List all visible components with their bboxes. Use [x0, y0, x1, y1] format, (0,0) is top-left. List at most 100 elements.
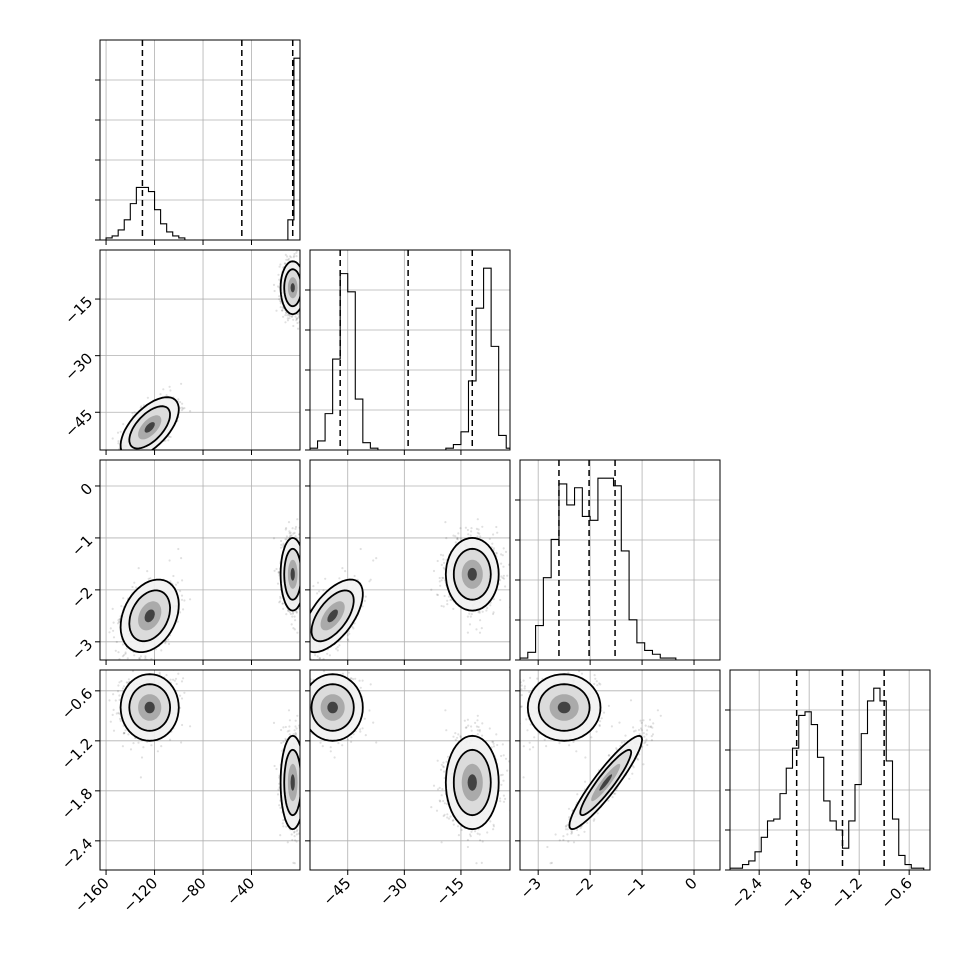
scatter-point	[306, 632, 308, 634]
scatter-point	[109, 627, 112, 630]
scatter-point	[307, 625, 309, 627]
scatter-point	[119, 719, 122, 723]
scatter-point	[322, 657, 325, 660]
scatter-point	[306, 595, 308, 597]
scatter-point	[306, 297, 308, 299]
scatter-point	[272, 537, 276, 540]
scatter-point	[113, 460, 115, 462]
scatter-point	[148, 451, 150, 453]
scatter-point	[292, 324, 295, 328]
scatter-point	[303, 648, 305, 650]
scatter-point	[301, 591, 303, 593]
scatter-point	[118, 717, 122, 721]
scatter-point	[297, 313, 300, 316]
y-tick-label: −15	[61, 293, 96, 328]
scatter-point	[291, 612, 294, 615]
scatter-point	[302, 295, 304, 297]
scatter-point	[149, 577, 152, 580]
scatter-point	[120, 680, 123, 683]
scatter-point	[117, 619, 120, 622]
scatter-point	[182, 608, 185, 611]
scatter-point	[301, 620, 303, 622]
scatter-point	[351, 625, 354, 629]
scatter-point	[303, 588, 305, 590]
scatter-point	[306, 622, 308, 624]
scatter-point	[301, 270, 303, 272]
scatter-point	[306, 617, 308, 619]
histogram-panel-2	[310, 250, 510, 450]
panel-grid	[100, 250, 300, 450]
scatter-point	[301, 289, 303, 291]
scatter-point	[301, 279, 303, 281]
scatter-point	[495, 552, 498, 555]
scatter-point	[110, 452, 112, 454]
scatter-point	[182, 677, 185, 680]
scatter-point	[496, 531, 499, 534]
scatter-point	[137, 462, 139, 464]
scatter-point	[304, 292, 306, 294]
scatter-point	[289, 534, 292, 537]
scatter-point	[301, 574, 303, 576]
scatter-point	[284, 262, 287, 265]
scatter-point	[122, 462, 124, 464]
scatter-point	[432, 569, 436, 573]
scatter-point	[123, 731, 126, 735]
scatter-point	[300, 593, 302, 595]
scatter-point	[456, 538, 459, 541]
scatter-point	[282, 544, 285, 547]
scatter-point	[300, 556, 302, 558]
scatter-point	[346, 638, 349, 641]
scatter-point	[344, 570, 347, 573]
y-tick-label: −1	[68, 532, 96, 560]
scatter-point	[114, 699, 117, 702]
scatter-point	[301, 289, 303, 291]
scatter-point	[446, 599, 449, 602]
scatter-point	[372, 559, 375, 562]
scatter-point	[279, 597, 282, 600]
scatter-point	[301, 561, 303, 563]
scatter-point	[116, 690, 120, 693]
scatter-point	[464, 526, 467, 529]
scatter-point	[442, 566, 445, 570]
density-contour	[290, 567, 295, 581]
scatter-point	[363, 599, 366, 603]
scatter-point	[475, 527, 478, 531]
scatter-point	[304, 620, 306, 622]
scatter-point	[284, 314, 287, 317]
scatter-point	[168, 649, 170, 651]
scatter-point	[305, 650, 307, 652]
scatter-point	[303, 596, 305, 598]
scatter-point	[361, 605, 364, 608]
scatter-point	[295, 319, 298, 322]
scatter-point	[181, 579, 184, 582]
histogram-step-line	[100, 57, 300, 240]
scatter-point	[346, 634, 349, 637]
scatter-point	[180, 406, 184, 409]
scatter-point	[492, 533, 495, 536]
scatter-point	[300, 286, 302, 288]
scatter-point	[444, 521, 447, 524]
scatter-point	[335, 647, 338, 650]
scatter-point	[314, 654, 317, 657]
scatter-point	[454, 541, 457, 544]
scatter-point	[158, 673, 161, 676]
scatter-point	[144, 655, 147, 658]
scatter-point	[359, 547, 362, 551]
scatter-point	[348, 632, 351, 635]
scatter-point	[292, 318, 295, 321]
scatter-point	[289, 255, 292, 258]
scatter-point	[304, 583, 306, 585]
scatter-point	[189, 410, 192, 413]
scatter-point	[300, 569, 302, 571]
scatter-point	[292, 627, 295, 630]
scatter-point	[301, 302, 303, 304]
scatter-point	[314, 563, 316, 565]
scatter-point	[125, 681, 128, 684]
scatter-point	[500, 575, 503, 578]
scatter-point	[139, 456, 141, 458]
scatter-point	[118, 620, 121, 623]
scatter-point	[314, 258, 316, 260]
scatter-point	[140, 451, 142, 453]
scatter-point	[139, 655, 142, 658]
scatter-point	[162, 388, 165, 391]
